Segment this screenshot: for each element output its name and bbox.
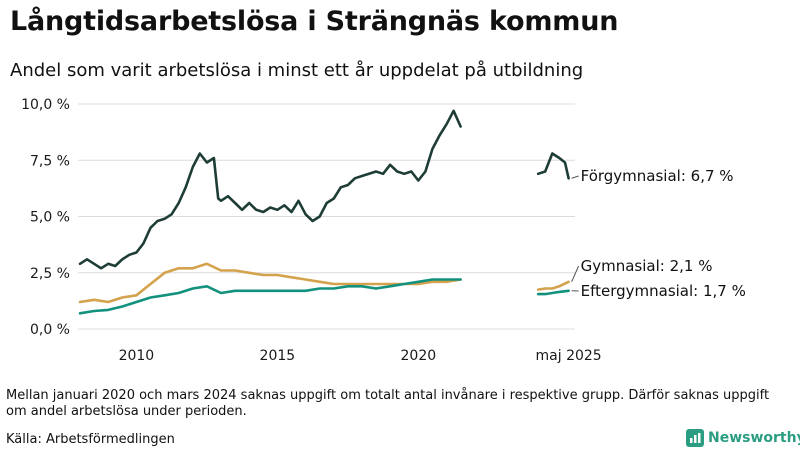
- series-end-label-forgymnasial: Förgymnasial: 6,7 %: [581, 167, 734, 185]
- bar-chart-icon: [686, 429, 704, 447]
- source-credit: Källa: Arbetsförmedlingen: [6, 432, 175, 447]
- chart-subtitle: Andel som varit arbetslösa i minst ett å…: [10, 60, 584, 81]
- series-line-forgymnasial: [536, 152, 570, 180]
- series-lines: [78, 109, 570, 315]
- x-tick-label: 2020: [401, 348, 437, 364]
- y-tick-label: 5,0 %: [30, 210, 70, 226]
- series-line-forgymnasial: [78, 109, 462, 270]
- x-tick-label: 2010: [119, 348, 155, 364]
- series-end-label-eftergymnasial: Eftergymnasial: 1,7 %: [581, 282, 746, 300]
- series-line-eftergymnasial: [536, 289, 570, 296]
- line-chart: 0,0 % 2,5 % 5,0 % 7,5 % 10,0 % 2010 2015 2020 m…: [21, 97, 746, 364]
- label-leader-line: [571, 175, 579, 179]
- x-axis: 2010 2015 2020 maj 2025: [119, 348, 602, 364]
- y-tick-label: 2,5 %: [30, 266, 70, 282]
- label-leader-line: [571, 265, 580, 282]
- grid-lines: [78, 103, 575, 330]
- series-end-label-gymnasial: Gymnasial: 2,1 %: [581, 257, 713, 275]
- brand-logo: Newsworthy: [686, 429, 800, 447]
- x-tick-label: maj 2025: [536, 348, 602, 364]
- series-line-gymnasial: [536, 280, 570, 291]
- series-labels: Förgymnasial: 6,7 % Gymnasial: 2,1 % Efter…: [571, 167, 746, 300]
- chart-title: Långtidsarbetslösa i Strängnäs kommun: [10, 6, 619, 37]
- y-tick-label: 0,0 %: [30, 322, 70, 338]
- footnote: Mellan januari 2020 och mars 2024 saknas…: [6, 388, 770, 419]
- brand-name: Newsworthy: [708, 430, 800, 446]
- y-tick-label: 7,5 %: [30, 153, 70, 169]
- x-tick-label: 2015: [260, 348, 296, 364]
- series-line-eftergymnasial: [78, 278, 462, 315]
- y-axis: 0,0 % 2,5 % 5,0 % 7,5 % 10,0 %: [21, 97, 70, 338]
- y-tick-label: 10,0 %: [21, 97, 70, 113]
